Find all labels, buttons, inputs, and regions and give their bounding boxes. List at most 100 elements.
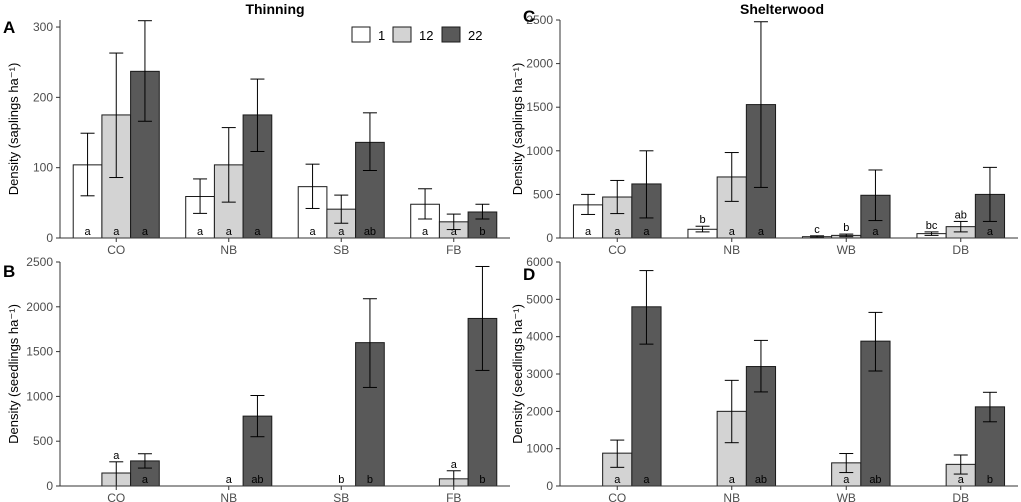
sig-letter-d: b bbox=[987, 474, 993, 486]
y-tick-label-a: 100 bbox=[33, 161, 53, 175]
panel-letter-a: A bbox=[3, 18, 15, 37]
x-tick-label-a: CO bbox=[107, 243, 125, 257]
y-tick-label-d: 3000 bbox=[526, 367, 553, 381]
sig-letter-a: a bbox=[338, 226, 345, 238]
legend-label-12: 12 bbox=[419, 28, 433, 43]
panel-b: Density (seedlings ha⁻¹) 0 500 1000 1500 2000… bbox=[6, 255, 510, 502]
legend: 1 12 22 bbox=[351, 26, 482, 43]
sig-letter-c: a bbox=[614, 226, 621, 238]
panel-letter-d: D bbox=[523, 265, 535, 284]
y-tick-label-c: 1000 bbox=[526, 144, 553, 158]
y-axis-label-a: Density (saplings ha⁻¹) bbox=[6, 63, 21, 196]
sig-letter-c: a bbox=[872, 226, 879, 238]
x-tick-label-d: DB bbox=[952, 491, 969, 502]
x-tick-label-c: CO bbox=[608, 243, 626, 257]
panel-d: Density (seedlings ha⁻¹) 0 1000 2000 3000 400… bbox=[510, 255, 1018, 502]
y-tick-label-b: 2500 bbox=[26, 255, 53, 269]
y-axis-label-d: Density (seedlings ha⁻¹) bbox=[510, 304, 525, 444]
x-tick-label-a: NB bbox=[220, 243, 237, 257]
y-tick-label-c: 500 bbox=[533, 187, 553, 201]
sig-letter-a: a bbox=[254, 226, 261, 238]
sig-letter-c: b bbox=[699, 214, 705, 226]
sig-letter-a: a bbox=[113, 226, 120, 238]
y-tick-label-a: 300 bbox=[33, 20, 53, 34]
y-tick-label-c: 1500 bbox=[526, 100, 553, 114]
sig-letter-a: a bbox=[310, 226, 317, 238]
sig-letter-c: b bbox=[843, 222, 849, 234]
sig-letter-c: bc bbox=[926, 220, 938, 232]
sig-letter-c: a bbox=[729, 226, 736, 238]
sig-letter-c: a bbox=[585, 226, 592, 238]
sig-letter-c: c bbox=[814, 224, 820, 236]
y-tick-label-b: 2000 bbox=[26, 300, 53, 314]
sig-letter-b: b bbox=[479, 474, 485, 486]
legend-swatch-12 bbox=[392, 26, 412, 43]
sig-letter-a: a bbox=[422, 226, 429, 238]
y-tick-label-d: 6000 bbox=[526, 255, 553, 269]
sig-letter-a: a bbox=[226, 226, 233, 238]
x-tick-label-b: CO bbox=[107, 491, 125, 502]
sig-letter-c: a bbox=[643, 226, 650, 238]
legend-swatch-1 bbox=[351, 26, 371, 43]
y-tick-label-d: 0 bbox=[546, 479, 553, 493]
y-tick-label-d: 5000 bbox=[526, 292, 553, 306]
sig-letter-d: ab bbox=[755, 474, 767, 486]
sig-letter-b: b bbox=[338, 474, 344, 486]
x-tick-label-d: WB bbox=[837, 491, 856, 502]
sig-letter-d: ab bbox=[869, 474, 881, 486]
y-tick-label-a: 200 bbox=[33, 90, 53, 104]
legend-swatch-22 bbox=[441, 26, 461, 43]
title-shelterwood: Shelterwood bbox=[740, 1, 824, 17]
sig-letter-d: a bbox=[614, 474, 621, 486]
x-tick-label-d: CO bbox=[608, 491, 626, 502]
x-tick-label-b: NB bbox=[220, 491, 237, 502]
sig-letter-d: a bbox=[843, 474, 850, 486]
sig-letter-a: b bbox=[479, 226, 485, 238]
legend-label-22: 22 bbox=[468, 28, 482, 43]
legend-label-1: 1 bbox=[378, 28, 385, 43]
sig-letter-b: ab bbox=[251, 474, 263, 486]
sig-letter-b: a bbox=[142, 474, 149, 486]
y-tick-label-d: 2000 bbox=[526, 404, 553, 418]
sig-letter-c: a bbox=[987, 226, 994, 238]
y-tick-label-c: 0 bbox=[546, 231, 553, 245]
x-tick-label-c: DB bbox=[952, 243, 969, 257]
y-tick-label-c: 2000 bbox=[526, 57, 553, 71]
y-tick-label-c: 2500 bbox=[526, 13, 553, 27]
sig-letter-d: a bbox=[958, 474, 965, 486]
x-tick-label-c: NB bbox=[723, 243, 740, 257]
sig-letter-a: a bbox=[142, 226, 149, 238]
sig-letter-c: a bbox=[758, 226, 765, 238]
y-tick-label-d: 4000 bbox=[526, 330, 553, 344]
y-tick-label-b: 1000 bbox=[26, 389, 53, 403]
sig-letter-a: ab bbox=[364, 226, 376, 238]
x-tick-label-c: WB bbox=[837, 243, 856, 257]
panel-c: Density (saplings ha⁻¹) 0 500 1000 1500 2000 2… bbox=[510, 13, 1018, 257]
sig-letter-a: a bbox=[85, 226, 92, 238]
y-tick-label-d: 1000 bbox=[526, 442, 553, 456]
y-axis-label-b: Density (seedlings ha⁻¹) bbox=[6, 304, 21, 444]
x-tick-label-a: FB bbox=[446, 243, 461, 257]
y-tick-label-b: 500 bbox=[33, 434, 53, 448]
sig-letter-a: a bbox=[451, 226, 458, 238]
sig-letter-b: b bbox=[367, 474, 373, 486]
y-tick-label-b: 0 bbox=[46, 479, 53, 493]
sig-letter-d: a bbox=[643, 474, 650, 486]
panel-letter-c: C bbox=[523, 7, 535, 26]
sig-letter-b: a bbox=[451, 459, 458, 471]
sig-letter-a: a bbox=[197, 226, 204, 238]
y-tick-label-b: 1500 bbox=[26, 345, 53, 359]
sig-letter-b: a bbox=[113, 450, 120, 462]
sig-letter-c: ab bbox=[955, 209, 967, 221]
x-tick-label-a: SB bbox=[333, 243, 349, 257]
title-thinning: Thinning bbox=[245, 1, 304, 17]
x-tick-label-b: SB bbox=[333, 491, 349, 502]
sig-letter-d: a bbox=[729, 474, 736, 486]
panel-a: Density (saplings ha⁻¹) 0 100 200 300 CO a a a NB… bbox=[6, 20, 510, 257]
x-tick-label-d: NB bbox=[723, 491, 740, 502]
y-axis-label-c: Density (saplings ha⁻¹) bbox=[510, 63, 525, 196]
y-tick-label-a: 0 bbox=[46, 231, 53, 245]
sig-letter-b: a bbox=[226, 474, 233, 486]
panel-letter-b: B bbox=[3, 262, 15, 281]
